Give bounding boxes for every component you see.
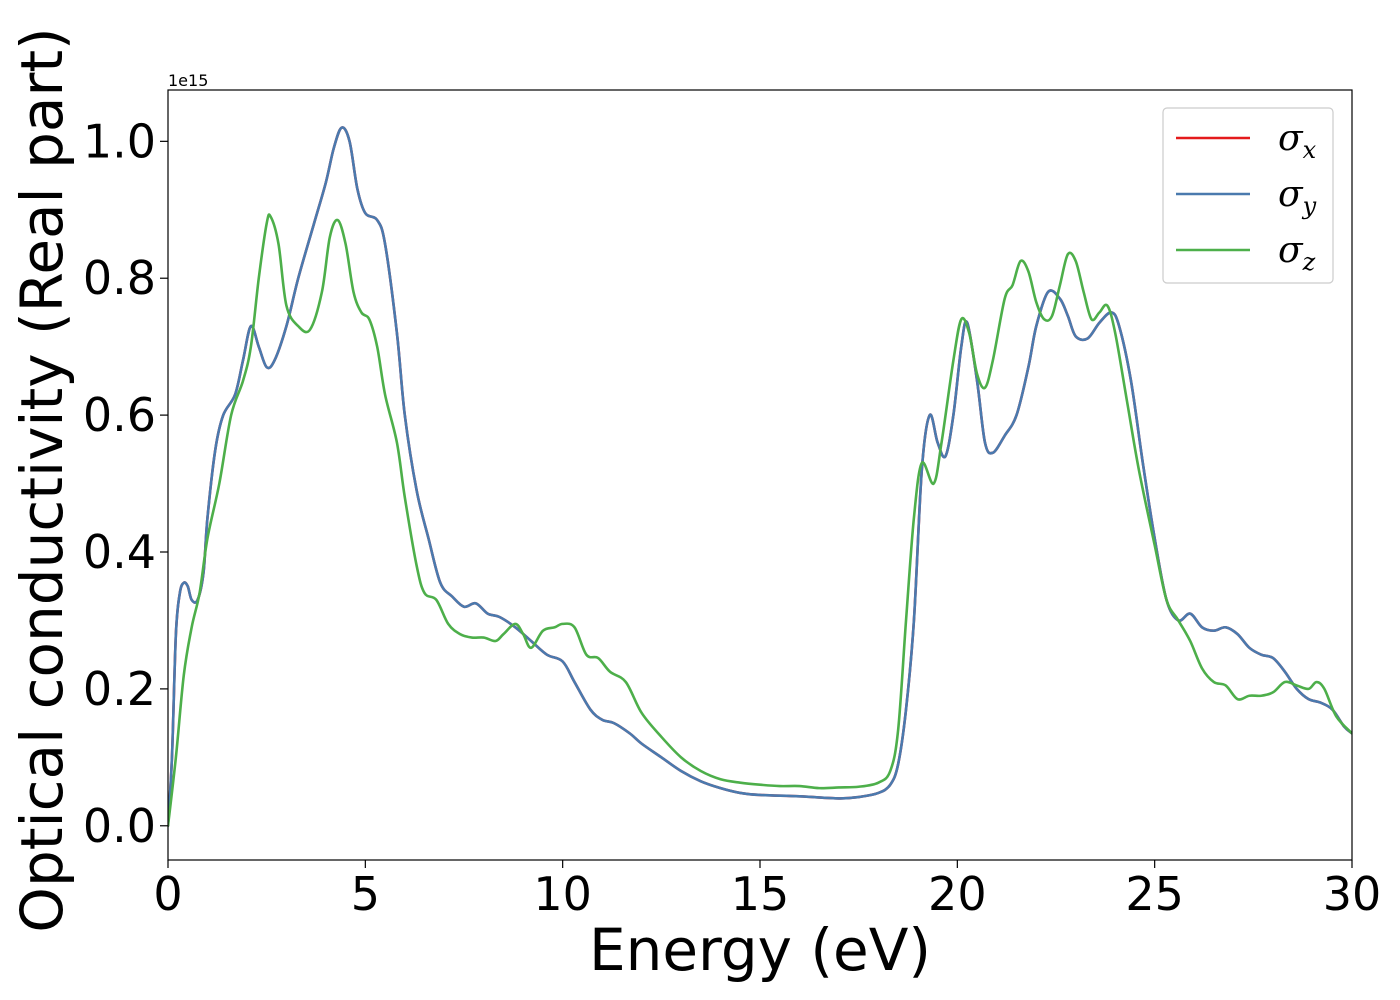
y-tick-label: 0.6 <box>83 388 156 442</box>
x-tick-label: 25 <box>1125 867 1184 921</box>
legend-label-y: σy <box>1278 174 1317 220</box>
x-tick-label: 20 <box>928 867 987 921</box>
series-line-z <box>168 213 1352 828</box>
y-axis-title: Optical conductivity (Real part) <box>8 27 76 932</box>
x-tick-label: 10 <box>533 867 592 921</box>
x-axis-title: Energy (eV) <box>589 916 931 984</box>
y-tick-label: 0.0 <box>83 799 156 853</box>
x-tick-label: 30 <box>1323 867 1382 921</box>
series-layer <box>168 126 1352 828</box>
y-tick-label: 0.4 <box>83 525 156 579</box>
y-offset-label: 1e15 <box>168 71 208 90</box>
y-axis: 0.0 0.2 0.4 0.6 0.8 1.0 <box>83 114 168 853</box>
plot-area <box>168 90 1352 860</box>
legend-label-z: σz <box>1278 230 1316 276</box>
y-tick-label: 0.8 <box>83 251 156 305</box>
x-tick-label: 5 <box>351 867 380 921</box>
x-tick-label: 15 <box>731 867 790 921</box>
x-axis: 0 5 10 15 20 25 30 <box>153 860 1381 921</box>
legend-label-x: σx <box>1278 118 1317 164</box>
legend-box <box>1162 107 1334 284</box>
series-line-y <box>168 126 1352 828</box>
y-tick-label: 1.0 <box>83 114 156 168</box>
y-tick-label: 0.2 <box>83 662 156 716</box>
x-tick-label: 0 <box>153 867 182 921</box>
legend: σx σy σz <box>1162 107 1334 284</box>
